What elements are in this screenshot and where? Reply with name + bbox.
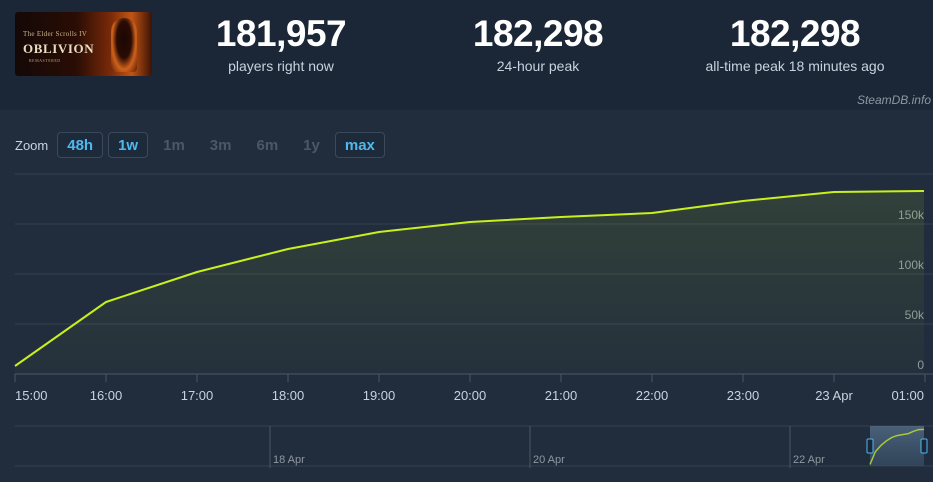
player-count-chart[interactable]: 050k100k150k15:0016:0017:0018:0019:0020:… — [0, 110, 933, 482]
navigator-left-handle[interactable] — [866, 438, 874, 454]
zoom-1y-button[interactable]: 1y — [303, 137, 320, 154]
x-tick-label: 01:00 — [891, 388, 924, 403]
stat-label: all-time peak 18 minutes ago — [705, 58, 885, 74]
chart-panel: Zoom 48h 1w 1m 3m 6m 1y max 050k100k150k… — [0, 110, 933, 482]
navigator-tick-label: 20 Apr — [533, 454, 565, 466]
x-tick-label: 23 Apr — [815, 388, 853, 403]
stat-label: 24-hour peak — [496, 58, 580, 74]
zoom-controls: Zoom 48h 1w 1m 3m 6m 1y max — [15, 131, 390, 159]
zoom-label: Zoom — [15, 137, 49, 153]
x-tick-label: 18:00 — [272, 388, 305, 403]
series-area — [15, 191, 924, 374]
cover-subtitle-text: REMASTERED — [29, 58, 61, 63]
x-tick-label: 15:00 — [15, 388, 48, 403]
steamdb-credit[interactable]: SteamDB.info — [856, 93, 931, 107]
header: The Elder Scrolls IV OBLIVION REMASTERED… — [0, 0, 933, 90]
x-tick-label: 22:00 — [636, 388, 669, 403]
cover-figure-art — [111, 18, 137, 72]
stat-value: 182,298 — [729, 13, 861, 54]
stat-current-players: 181,957 players right now — [196, 14, 366, 75]
navigator-selection[interactable] — [870, 426, 924, 466]
zoom-6m-button[interactable]: 6m — [256, 137, 279, 154]
zoom-48h-button[interactable]: 48h — [57, 132, 104, 158]
cover-title-text: OBLIVION — [23, 41, 95, 56]
stat-label: players right now — [228, 58, 334, 74]
series-line[interactable] — [14, 190, 925, 367]
stat-24h-peak: 182,298 24-hour peak — [453, 14, 623, 75]
x-tick-label: 17:00 — [181, 388, 214, 403]
zoom-3m-button[interactable]: 3m — [209, 137, 232, 154]
stat-value: 181,957 — [215, 13, 347, 54]
cover-series-text: The Elder Scrolls IV — [23, 30, 88, 38]
x-tick-label: 19:00 — [363, 388, 396, 403]
x-tick-label: 23:00 — [727, 388, 760, 403]
navigator-tick-label: 22 Apr — [793, 454, 825, 466]
navigator-tick-label: 18 Apr — [273, 454, 305, 466]
navigator-series-line — [869, 428, 925, 465]
stat-all-time-peak: 182,298 all-time peak 18 minutes ago — [680, 14, 910, 75]
zoom-1w-button[interactable]: 1w — [108, 132, 149, 158]
zoom-max-button[interactable]: max — [334, 132, 385, 158]
x-tick-label: 21:00 — [545, 388, 578, 403]
zoom-1m-button[interactable]: 1m — [163, 137, 185, 154]
game-cover[interactable]: The Elder Scrolls IV OBLIVION REMASTERED — [15, 12, 152, 76]
navigator-right-handle[interactable] — [920, 438, 928, 454]
x-tick-label: 16:00 — [90, 388, 123, 403]
x-tick-label: 20:00 — [454, 388, 487, 403]
stat-value: 182,298 — [472, 13, 604, 54]
